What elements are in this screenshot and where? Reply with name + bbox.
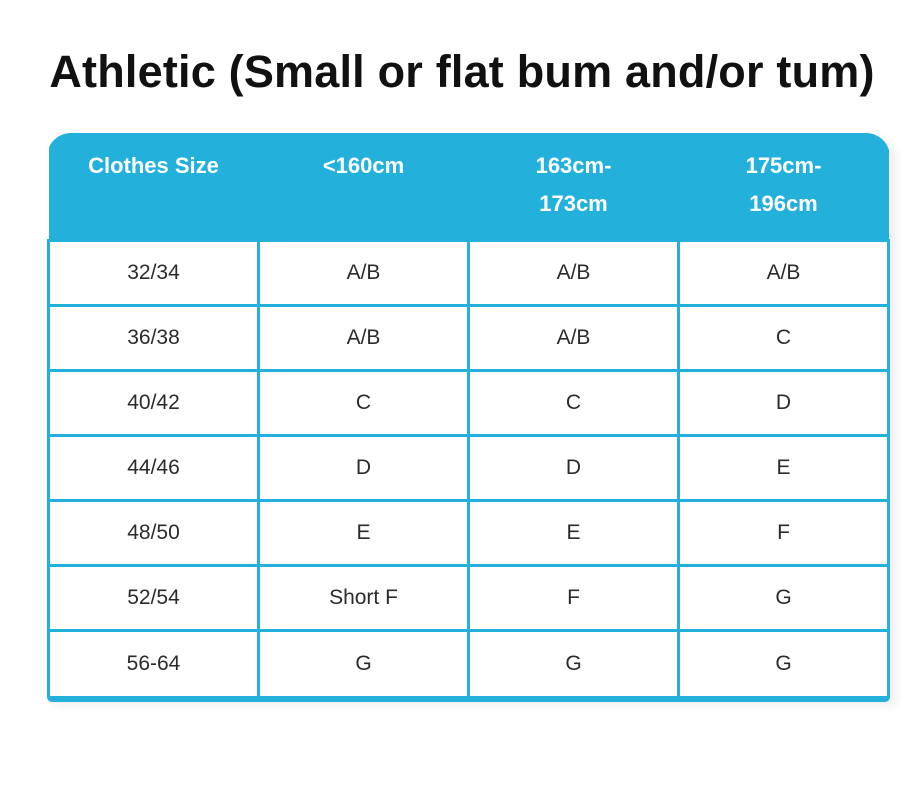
cup-cell: G xyxy=(677,564,890,633)
cup-cell: D xyxy=(467,434,680,503)
cup-cell: D xyxy=(677,369,890,438)
header-row: Clothes Size <160cm 163cm- 173cm 175cm- … xyxy=(48,133,889,241)
size-chart: Clothes Size <160cm 163cm- 173cm 175cm- … xyxy=(47,133,890,702)
page: { "title": "Athletic (Small or flat bum … xyxy=(0,42,924,810)
size-cell: 44/46 xyxy=(47,434,260,503)
cup-cell: E xyxy=(467,499,680,568)
column-header-height-175-196cm: 175cm- 196cm xyxy=(678,133,889,241)
cup-cell: F xyxy=(677,499,890,568)
cup-cell: Short F xyxy=(257,564,470,633)
size-chart-table: Clothes Size <160cm 163cm- 173cm 175cm- … xyxy=(47,133,890,696)
size-cell: 52/54 xyxy=(47,564,260,633)
size-cell: 36/38 xyxy=(47,304,260,373)
table-row: 52/54 Short F F G xyxy=(47,564,890,633)
column-header-height-under-160cm: <160cm xyxy=(258,133,469,241)
cup-cell: A/B xyxy=(467,239,680,308)
cup-cell: G xyxy=(467,629,680,696)
cup-cell: G xyxy=(257,629,470,696)
table-row: 56-64 G G G xyxy=(47,629,890,696)
cup-cell: A/B xyxy=(257,239,470,308)
table-body: 32/34 A/B A/B A/B 36/38 A/B A/B C 40/42 … xyxy=(47,239,890,696)
size-cell: 56-64 xyxy=(47,629,260,696)
cup-cell: G xyxy=(677,629,890,696)
cup-cell: A/B xyxy=(257,304,470,373)
cup-cell: C xyxy=(467,369,680,438)
cup-cell: A/B xyxy=(467,304,680,373)
size-cell: 48/50 xyxy=(47,499,260,568)
table-row: 40/42 C C D xyxy=(47,369,890,438)
cup-cell: C xyxy=(677,304,890,373)
size-cell: 40/42 xyxy=(47,369,260,438)
column-header-height-163-173cm: 163cm- 173cm xyxy=(468,133,679,241)
cup-cell: F xyxy=(467,564,680,633)
cup-cell: A/B xyxy=(677,239,890,308)
table-header: Clothes Size <160cm 163cm- 173cm 175cm- … xyxy=(48,133,889,241)
cup-cell: C xyxy=(257,369,470,438)
table-row: 36/38 A/B A/B C xyxy=(47,304,890,373)
page-title: Athletic (Small or flat bum and/or tum) xyxy=(49,46,875,97)
size-cell: 32/34 xyxy=(47,239,260,308)
cup-cell: E xyxy=(257,499,470,568)
cup-cell: E xyxy=(677,434,890,503)
column-header-clothes-size: Clothes Size xyxy=(48,133,259,241)
table-row: 48/50 E E F xyxy=(47,499,890,568)
table-row: 44/46 D D E xyxy=(47,434,890,503)
table-row: 32/34 A/B A/B A/B xyxy=(47,239,890,308)
cup-cell: D xyxy=(257,434,470,503)
